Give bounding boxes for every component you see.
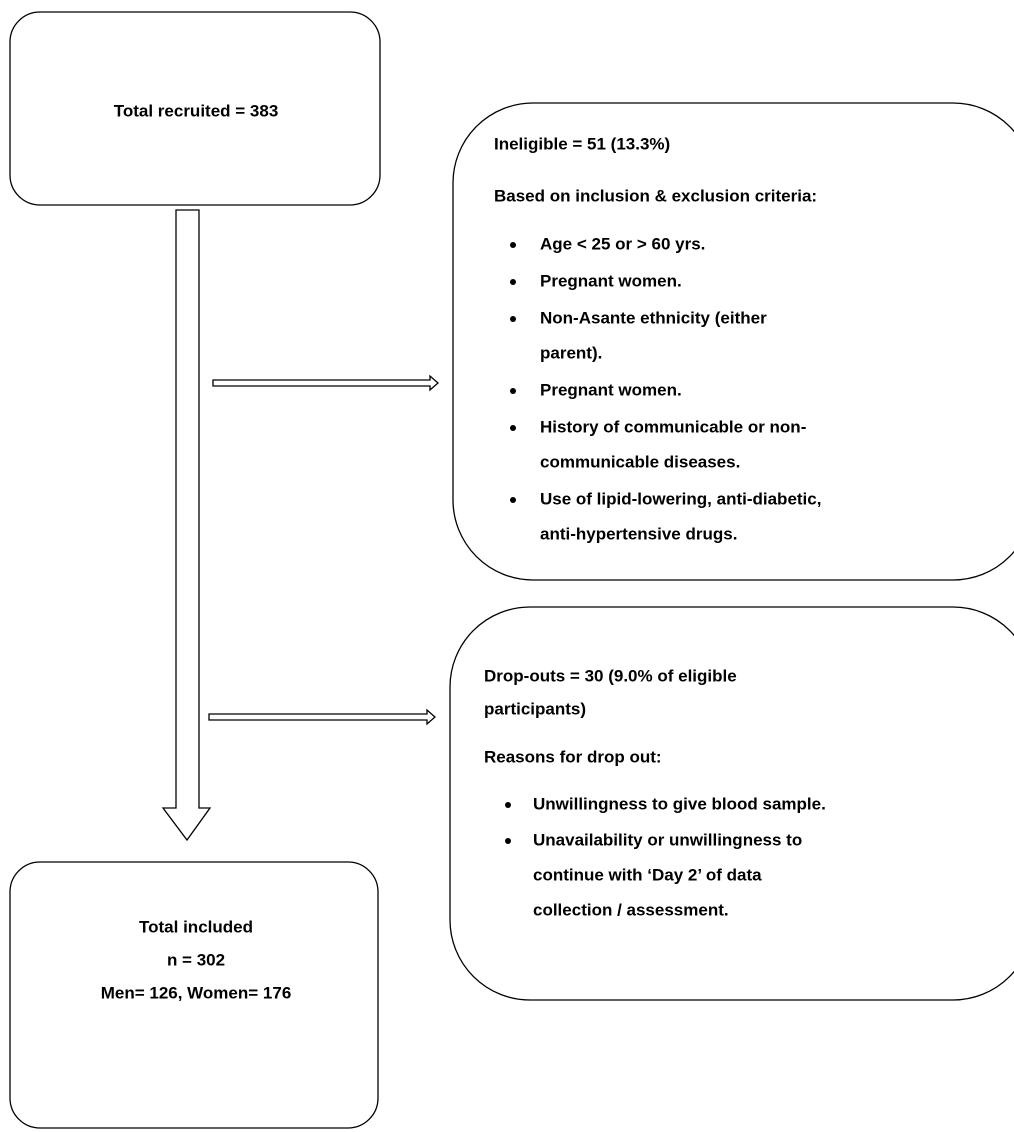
bullet-text: Use of lipid-lowering, anti-diabetic, (540, 489, 821, 508)
ineligible-box (452, 102, 1014, 581)
bullet-text: communicable diseases. (540, 452, 740, 471)
bullet-text: History of communicable or non- (540, 417, 806, 436)
dropouts-title: Drop-outs = 30 (9.0% of eligible (484, 666, 737, 685)
bullet (505, 838, 511, 844)
ineligible-subtitle: Based on inclusion & exclusion criteria: (494, 186, 817, 205)
bullet-text: Unwillingness to give blood sample. (533, 794, 826, 813)
bullet (510, 316, 516, 322)
bullet (510, 242, 516, 248)
bullet (505, 802, 511, 808)
right-arrow (212, 374, 439, 392)
included-label: Men= 126, Women= 176 (101, 983, 292, 1002)
bullet-text: collection / assessment. (533, 900, 729, 919)
bullet-text: Age < 25 or > 60 yrs. (540, 234, 705, 253)
dropouts-box (449, 606, 1014, 1001)
right-arrow (208, 708, 436, 726)
dropouts-subtitle: Reasons for drop out: (484, 747, 662, 766)
included-box (9, 861, 379, 1129)
bullet (510, 497, 516, 503)
included-label: n = 302 (167, 950, 225, 969)
bullet-text: Non-Asante ethnicity (either (540, 308, 767, 327)
bullet-text: continue with ‘Day 2’ of data (533, 865, 762, 884)
bullet-text: Unavailability or unwillingness to (533, 830, 802, 849)
down-arrow (161, 209, 212, 842)
ineligible-title: Ineligible = 51 (13.3%) (494, 134, 670, 153)
recruited-box (9, 11, 381, 206)
bullet (510, 279, 516, 285)
bullet (510, 425, 516, 431)
bullet-text: parent). (540, 343, 602, 362)
dropouts-title: participants) (484, 699, 586, 718)
bullet-text: anti-hypertensive drugs. (540, 524, 737, 543)
recruited-label: Total recruited = 383 (114, 101, 279, 120)
bullet-text: Pregnant women. (540, 380, 682, 399)
bullet (510, 388, 516, 394)
included-label: Total included (139, 917, 253, 936)
bullet-text: Pregnant women. (540, 271, 682, 290)
